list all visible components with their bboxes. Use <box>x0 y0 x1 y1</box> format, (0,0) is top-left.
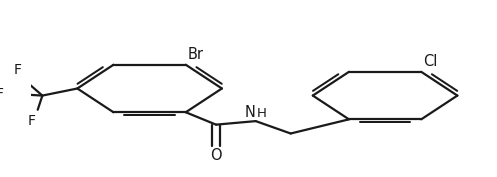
Text: H: H <box>256 107 266 120</box>
Text: F: F <box>27 114 35 128</box>
Text: N: N <box>245 105 255 120</box>
Text: Cl: Cl <box>423 54 438 69</box>
Text: F: F <box>0 87 3 101</box>
Text: F: F <box>13 63 21 77</box>
Text: Br: Br <box>188 47 204 62</box>
Text: O: O <box>210 148 222 163</box>
